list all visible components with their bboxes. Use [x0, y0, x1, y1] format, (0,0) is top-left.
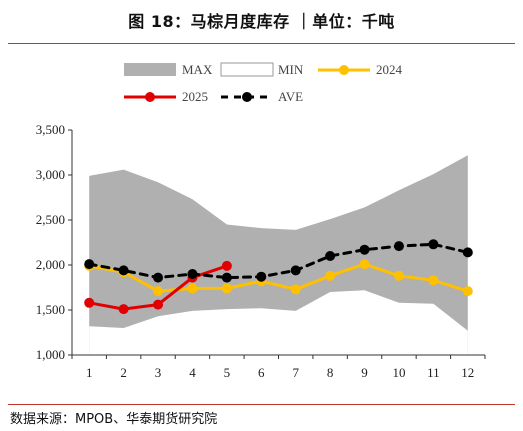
series-2024-point: [462, 286, 473, 297]
chart-title: 图 18：马棕月度库存 ｜单位：千吨: [128, 12, 395, 31]
source-note: 数据来源：MPOB、华泰期货研究院: [10, 412, 218, 427]
x-tick-label: 12: [461, 365, 474, 380]
series-2024-point: [153, 286, 164, 297]
x-tick-label: 6: [258, 365, 265, 380]
x-tick-label: 9: [361, 365, 368, 380]
legend-ave-label: AVE: [278, 89, 303, 104]
x-tick-label: 4: [189, 365, 196, 380]
y-tick-label: 1,500: [36, 302, 65, 317]
x-tick-label: 1: [86, 365, 93, 380]
series-ave-point: [256, 271, 267, 282]
series-2024-point: [359, 259, 370, 270]
series-2024-point: [290, 284, 301, 295]
series-ave-point: [462, 247, 473, 258]
series-2025-point: [84, 297, 95, 308]
series-2024-point: [325, 270, 336, 281]
legend-min-label: MIN: [278, 62, 304, 77]
legend-max-swatch: [124, 63, 176, 76]
series-2024-point: [187, 283, 198, 294]
series-2025-point: [221, 260, 232, 271]
legend-max-label: MAX: [182, 62, 213, 77]
y-tick-label: 3,000: [36, 167, 65, 182]
x-tick-label: 2: [120, 365, 127, 380]
series-ave-point: [118, 265, 129, 276]
series-ave-point: [393, 241, 404, 252]
series-2024-point: [428, 275, 439, 286]
x-tick-label: 3: [155, 365, 162, 380]
series-ave-point: [153, 272, 164, 283]
legend-2025-marker: [145, 92, 155, 102]
x-tick-label: 7: [292, 365, 299, 380]
legend-min-swatch: [220, 62, 274, 77]
y-tick-label: 2,500: [36, 212, 65, 227]
legend-2024-label: 2024: [376, 62, 403, 77]
series-ave-point: [187, 269, 198, 279]
series-min-area: [89, 290, 468, 355]
series-ave-point: [325, 251, 336, 261]
x-tick-label: 11: [427, 365, 440, 380]
series-ave-point: [359, 244, 370, 255]
x-tick-label: 5: [224, 365, 231, 380]
legend-2024-marker: [339, 65, 349, 75]
series-ave-point: [84, 259, 95, 270]
y-tick-label: 2,000: [36, 257, 65, 272]
series-2024-point: [393, 270, 404, 281]
series-2024-point: [221, 283, 232, 294]
series-2025-point: [153, 299, 164, 310]
series-2024-line: [87, 262, 470, 293]
y-tick-label: 1,000: [36, 347, 65, 362]
series-ave-point: [428, 239, 439, 250]
series-ave-point: [290, 265, 301, 276]
footer-divider: [8, 404, 515, 405]
x-tick-label: 10: [392, 365, 405, 380]
y-tick-label: 3,500: [36, 122, 65, 137]
series-ave-point: [221, 272, 232, 283]
series-ave-line: [87, 242, 470, 280]
legend-ave-marker: [242, 92, 252, 102]
series-2025-point: [118, 304, 129, 315]
legend-2025-label: 2025: [182, 89, 208, 104]
x-tick-label: 8: [327, 365, 334, 380]
title-divider: [8, 43, 515, 44]
